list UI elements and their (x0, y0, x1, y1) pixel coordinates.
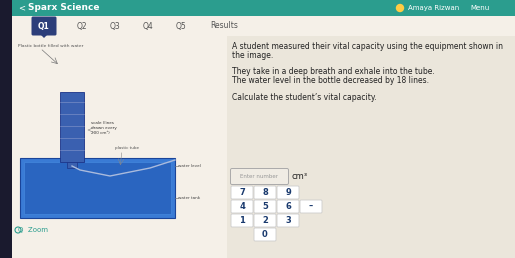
FancyBboxPatch shape (0, 0, 12, 258)
Text: They take in a deep breath and exhale into the tube.: They take in a deep breath and exhale in… (232, 68, 435, 77)
Text: A student measured their vital capacity using the equipment shown in: A student measured their vital capacity … (232, 42, 503, 51)
Text: Menu: Menu (470, 5, 489, 11)
Text: 0: 0 (262, 230, 268, 239)
Text: 5: 5 (262, 202, 268, 211)
Text: <: < (18, 4, 25, 12)
Text: –: – (309, 202, 313, 211)
FancyBboxPatch shape (24, 162, 171, 214)
Text: Results: Results (210, 21, 238, 30)
FancyBboxPatch shape (12, 16, 515, 36)
FancyBboxPatch shape (254, 186, 276, 199)
Text: water tank: water tank (178, 196, 200, 200)
Text: Amaya Rizwan: Amaya Rizwan (408, 5, 459, 11)
Text: Enter number: Enter number (241, 174, 279, 179)
Text: plastic tube: plastic tube (115, 146, 139, 150)
FancyBboxPatch shape (60, 92, 84, 162)
Text: 4: 4 (239, 202, 245, 211)
FancyBboxPatch shape (12, 36, 227, 258)
Text: Q5: Q5 (176, 21, 186, 30)
Text: cm³: cm³ (292, 172, 308, 181)
FancyBboxPatch shape (231, 200, 253, 213)
Text: Sparx Science: Sparx Science (28, 4, 99, 12)
Text: scale (lines
drawn every
200 cm³): scale (lines drawn every 200 cm³) (91, 121, 117, 135)
FancyBboxPatch shape (20, 158, 175, 218)
Text: Calculate the student’s vital capacity.: Calculate the student’s vital capacity. (232, 93, 376, 102)
Polygon shape (40, 34, 48, 38)
Text: 3: 3 (285, 216, 291, 225)
FancyBboxPatch shape (31, 17, 57, 36)
FancyBboxPatch shape (277, 200, 299, 213)
FancyBboxPatch shape (67, 162, 77, 168)
Text: water level: water level (178, 164, 201, 168)
FancyBboxPatch shape (254, 200, 276, 213)
Text: Q4: Q4 (143, 21, 153, 30)
Text: the image.: the image. (232, 51, 273, 60)
Text: 9: 9 (285, 188, 291, 197)
FancyBboxPatch shape (227, 36, 515, 258)
Text: Q3: Q3 (110, 21, 121, 30)
Text: 1: 1 (239, 216, 245, 225)
Circle shape (397, 4, 403, 12)
FancyBboxPatch shape (277, 186, 299, 199)
FancyBboxPatch shape (300, 200, 322, 213)
FancyBboxPatch shape (254, 228, 276, 241)
Text: 7: 7 (239, 188, 245, 197)
Text: Q1: Q1 (38, 21, 50, 30)
FancyBboxPatch shape (254, 214, 276, 227)
FancyBboxPatch shape (231, 214, 253, 227)
Text: 6: 6 (285, 202, 291, 211)
Text: Plastic bottle filled with water: Plastic bottle filled with water (18, 44, 83, 48)
FancyBboxPatch shape (277, 214, 299, 227)
Text: The water level in the bottle decreased by 18 lines.: The water level in the bottle decreased … (232, 76, 429, 85)
FancyBboxPatch shape (231, 186, 253, 199)
Text: 8: 8 (262, 188, 268, 197)
Text: Q  Zoom: Q Zoom (18, 227, 48, 233)
Text: Q2: Q2 (77, 21, 88, 30)
FancyBboxPatch shape (12, 0, 515, 16)
Text: 2: 2 (262, 216, 268, 225)
FancyBboxPatch shape (231, 168, 288, 184)
